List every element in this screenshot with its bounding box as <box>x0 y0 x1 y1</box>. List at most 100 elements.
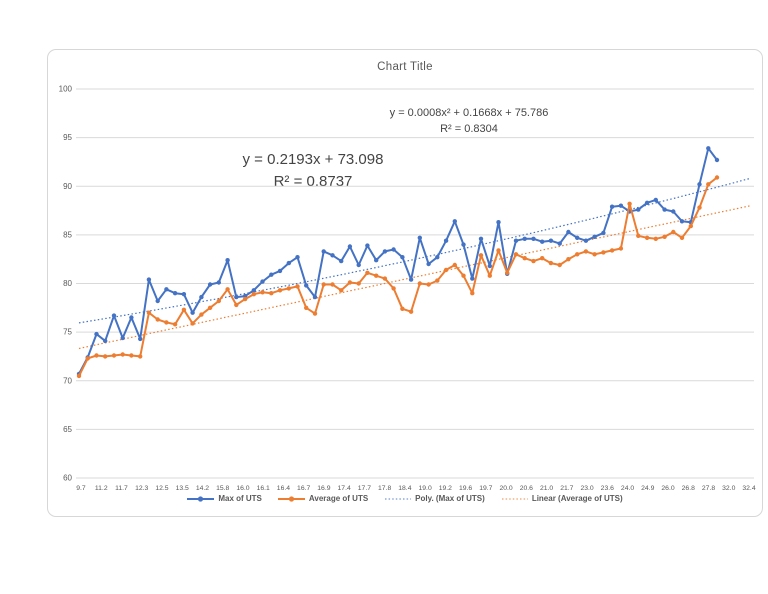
data-point-average-of-uts[interactable] <box>426 282 431 287</box>
data-point-average-of-uts[interactable] <box>470 291 475 296</box>
data-point-average-of-uts[interactable] <box>487 273 492 278</box>
data-point-max-of-uts[interactable] <box>618 203 624 208</box>
data-point-max-of-uts[interactable] <box>347 244 353 249</box>
data-point-max-of-uts[interactable] <box>269 272 274 277</box>
data-point-max-of-uts[interactable] <box>234 294 239 300</box>
data-point-max-of-uts[interactable] <box>374 258 379 263</box>
data-point-max-of-uts[interactable] <box>146 277 152 282</box>
data-point-average-of-uts[interactable] <box>531 258 536 264</box>
data-point-max-of-uts[interactable] <box>487 263 492 269</box>
data-point-average-of-uts[interactable] <box>435 278 440 283</box>
data-point-average-of-uts[interactable] <box>478 253 484 258</box>
data-point-max-of-uts[interactable] <box>583 238 589 243</box>
data-point-average-of-uts[interactable] <box>103 354 108 359</box>
data-point-max-of-uts[interactable] <box>286 260 291 266</box>
data-point-average-of-uts[interactable] <box>216 298 221 304</box>
data-point-max-of-uts[interactable] <box>172 291 178 296</box>
data-point-average-of-uts[interactable] <box>408 309 414 314</box>
data-point-max-of-uts[interactable] <box>207 282 213 287</box>
data-point-average-of-uts[interactable] <box>548 260 554 266</box>
data-point-max-of-uts[interactable] <box>408 277 414 282</box>
data-point-average-of-uts[interactable] <box>662 234 667 239</box>
data-point-max-of-uts[interactable] <box>636 207 641 212</box>
series-line-max-of-uts[interactable] <box>78 147 718 375</box>
data-point-average-of-uts[interactable] <box>199 312 204 317</box>
data-point-max-of-uts[interactable] <box>566 229 571 235</box>
data-point-average-of-uts[interactable] <box>181 307 187 312</box>
data-point-max-of-uts[interactable] <box>644 200 650 205</box>
data-point-average-of-uts[interactable] <box>540 256 545 261</box>
data-point-max-of-uts[interactable] <box>426 261 431 267</box>
data-point-max-of-uts[interactable] <box>190 310 195 315</box>
data-point-max-of-uts[interactable] <box>120 335 125 341</box>
data-point-max-of-uts[interactable] <box>452 219 457 224</box>
data-point-average-of-uts[interactable] <box>111 353 117 358</box>
data-point-average-of-uts[interactable] <box>234 302 239 308</box>
data-point-max-of-uts[interactable] <box>199 294 204 300</box>
data-point-average-of-uts[interactable] <box>339 288 344 293</box>
data-point-max-of-uts[interactable] <box>531 236 536 241</box>
data-point-average-of-uts[interactable] <box>505 270 510 275</box>
data-point-max-of-uts[interactable] <box>365 243 370 248</box>
data-point-average-of-uts[interactable] <box>653 236 658 241</box>
data-point-max-of-uts[interactable] <box>435 255 440 260</box>
data-point-max-of-uts[interactable] <box>478 236 484 241</box>
data-point-average-of-uts[interactable] <box>522 256 527 261</box>
data-point-max-of-uts[interactable] <box>400 255 405 260</box>
data-point-max-of-uts[interactable] <box>251 288 256 293</box>
data-point-average-of-uts[interactable] <box>312 311 318 316</box>
data-point-max-of-uts[interactable] <box>111 313 117 318</box>
data-point-max-of-uts[interactable] <box>356 262 361 268</box>
data-point-max-of-uts[interactable] <box>496 220 501 225</box>
data-point-average-of-uts[interactable] <box>592 252 597 257</box>
data-point-average-of-uts[interactable] <box>697 205 702 210</box>
data-point-average-of-uts[interactable] <box>190 321 195 326</box>
data-point-max-of-uts[interactable] <box>575 235 580 240</box>
data-point-max-of-uts[interactable] <box>662 207 667 212</box>
legend-item-average-of-uts[interactable]: Average of UTS <box>277 494 368 503</box>
data-point-average-of-uts[interactable] <box>295 284 300 289</box>
data-point-max-of-uts[interactable] <box>417 235 422 240</box>
data-point-average-of-uts[interactable] <box>85 356 90 361</box>
data-point-average-of-uts[interactable] <box>129 353 134 358</box>
data-point-average-of-uts[interactable] <box>452 262 457 268</box>
data-point-average-of-uts[interactable] <box>601 250 606 255</box>
data-point-average-of-uts[interactable] <box>277 288 283 293</box>
data-point-average-of-uts[interactable] <box>356 281 361 286</box>
data-point-average-of-uts[interactable] <box>251 292 256 297</box>
data-point-max-of-uts[interactable] <box>295 255 300 260</box>
data-point-max-of-uts[interactable] <box>216 280 221 285</box>
data-point-average-of-uts[interactable] <box>242 296 248 302</box>
data-point-average-of-uts[interactable] <box>76 373 82 379</box>
legend-item-max-of-uts[interactable]: Max of UTS <box>187 494 262 503</box>
data-point-average-of-uts[interactable] <box>269 291 274 296</box>
data-point-max-of-uts[interactable] <box>94 331 99 337</box>
data-point-average-of-uts[interactable] <box>671 229 676 235</box>
chart-frame[interactable]: Chart Title y = 0.0008x² + 0.1668x + 75.… <box>47 49 763 517</box>
data-point-average-of-uts[interactable] <box>644 235 650 240</box>
data-point-average-of-uts[interactable] <box>347 280 353 285</box>
data-point-average-of-uts[interactable] <box>365 270 370 275</box>
data-point-max-of-uts[interactable] <box>679 219 685 224</box>
trendline-linear[interactable] <box>78 205 752 350</box>
data-point-max-of-uts[interactable] <box>548 238 554 243</box>
data-point-max-of-uts[interactable] <box>304 283 309 288</box>
data-point-max-of-uts[interactable] <box>103 338 108 344</box>
data-point-max-of-uts[interactable] <box>557 241 562 246</box>
data-point-max-of-uts[interactable] <box>470 276 475 281</box>
data-point-max-of-uts[interactable] <box>155 298 160 304</box>
data-point-average-of-uts[interactable] <box>374 273 379 278</box>
data-point-average-of-uts[interactable] <box>461 273 466 278</box>
data-point-average-of-uts[interactable] <box>557 262 562 268</box>
data-point-max-of-uts[interactable] <box>592 234 597 239</box>
data-point-max-of-uts[interactable] <box>339 258 344 264</box>
data-point-average-of-uts[interactable] <box>688 223 693 229</box>
data-point-max-of-uts[interactable] <box>391 247 396 252</box>
data-point-average-of-uts[interactable] <box>207 305 213 310</box>
data-point-max-of-uts[interactable] <box>181 292 187 297</box>
data-point-max-of-uts[interactable] <box>653 197 658 203</box>
data-point-max-of-uts[interactable] <box>443 238 449 243</box>
data-point-average-of-uts[interactable] <box>146 310 152 315</box>
data-point-max-of-uts[interactable] <box>312 294 318 300</box>
data-point-max-of-uts[interactable] <box>522 236 527 241</box>
